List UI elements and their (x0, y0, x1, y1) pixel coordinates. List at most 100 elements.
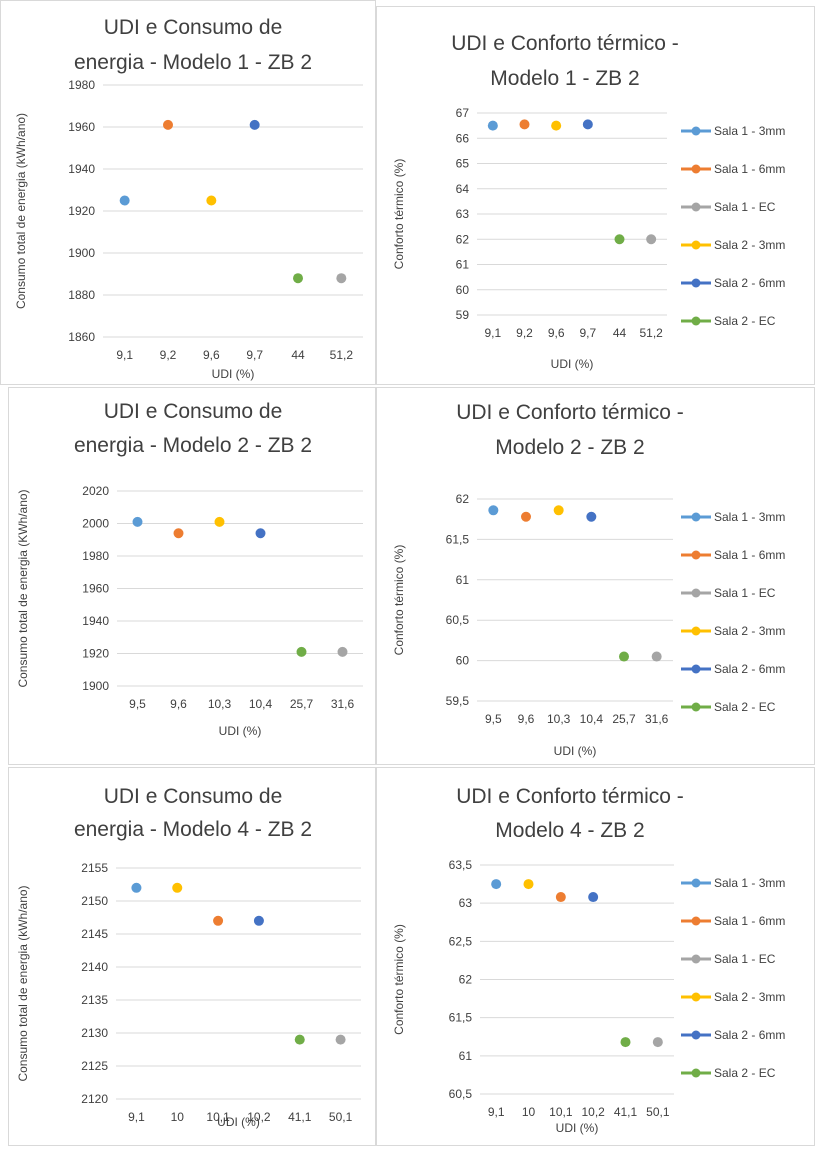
chart-title-line: UDI e Conforto térmico - (451, 32, 679, 55)
x-tick-label: 41,1 (288, 1110, 312, 1124)
y-tick-label: 62 (459, 973, 473, 987)
y-tick-label: 1980 (68, 78, 95, 92)
y-tick-label: 60,5 (449, 1087, 473, 1101)
legend-marker-sala-1-3mm (692, 127, 701, 136)
data-point-sala-1-ec (646, 234, 656, 244)
y-tick-label: 2145 (81, 927, 108, 941)
x-axis-label: UDI (%) (219, 724, 262, 738)
legend-label-sala-2-ec: Sala 2 - EC (714, 1066, 776, 1080)
data-point-sala-1-6mm (163, 120, 173, 130)
x-tick-label: 9,2 (516, 326, 533, 340)
legend-marker-sala-1-ec (692, 589, 701, 598)
x-tick-label: 9,6 (518, 712, 535, 726)
chart-panel-modelo4-consumo: UDI e Consumo de energia - Modelo 4 - ZB … (8, 767, 376, 1146)
y-tick-label: 62 (456, 232, 470, 246)
x-tick-label: 51,2 (330, 348, 354, 362)
data-point-sala-2-6mm (586, 512, 596, 522)
data-point-sala-2-6mm (256, 528, 266, 538)
x-tick-label: 10,3 (208, 697, 232, 711)
chart-title-line: energia - Modelo 1 - ZB 2 (74, 51, 312, 74)
legend-marker-sala-2-3mm (692, 993, 701, 1002)
legend-marker-sala-1-3mm (692, 513, 701, 522)
chart-panel-modelo1-consumo: UDI e Consumo de energia - Modelo 1 - ZB … (0, 0, 376, 385)
chart-title-line: Modelo 1 - ZB 2 (490, 67, 639, 90)
y-tick-label: 1900 (82, 679, 109, 693)
legend-label-sala-2-3mm: Sala 2 - 3mm (714, 238, 785, 252)
y-tick-label: 1920 (82, 647, 109, 661)
data-point-sala-1-6mm (213, 916, 223, 926)
x-tick-label: 9,6 (203, 348, 220, 362)
y-tick-label: 1900 (68, 246, 95, 260)
y-tick-label: 63,5 (449, 858, 473, 872)
data-point-sala-2-6mm (583, 119, 593, 129)
y-tick-label: 61,5 (449, 1011, 473, 1025)
data-point-sala-1-ec (653, 1037, 663, 1047)
legend: Sala 1 - 3mm Sala 1 - 6mm Sala 1 - EC Sala … (681, 876, 785, 1080)
y-tick-label: 2120 (81, 1092, 108, 1106)
data-point-sala-2-3mm (215, 517, 225, 527)
legend-label-sala-2-3mm: Sala 2 - 3mm (714, 990, 785, 1004)
x-tick-label: 9,5 (485, 712, 502, 726)
y-tick-label: 2125 (81, 1059, 108, 1073)
x-tick-label: 31,6 (331, 697, 355, 711)
x-tick-label: 10,2 (581, 1105, 605, 1119)
y-tick-label: 60,5 (446, 613, 470, 627)
y-tick-label: 1940 (68, 162, 95, 176)
x-tick-label: 10,1 (549, 1105, 573, 1119)
legend-label-sala-2-6mm: Sala 2 - 6mm (714, 1028, 785, 1042)
chart-title-line: Modelo 2 - ZB 2 (495, 436, 644, 459)
legend-label-sala-1-ec: Sala 1 - EC (714, 200, 776, 214)
legend-marker-sala-2-6mm (692, 665, 701, 674)
chart-modelo1-consumo: UDI e Consumo de energia - Modelo 1 - ZB … (1, 1, 377, 386)
y-tick-label: 2000 (82, 517, 109, 531)
x-tick-label: 10,4 (249, 697, 273, 711)
legend-marker-sala-2-ec (692, 317, 701, 326)
y-tick-label: 65 (456, 157, 470, 171)
x-tick-label: 10 (171, 1110, 185, 1124)
legend-marker-sala-2-3mm (692, 241, 701, 250)
data-point-sala-1-ec (652, 652, 662, 662)
x-tick-label: 9,1 (484, 326, 501, 340)
x-tick-label: 44 (613, 326, 627, 340)
legend-label-sala-2-3mm: Sala 2 - 3mm (714, 624, 785, 638)
data-point-sala-1-6mm (521, 512, 531, 522)
y-tick-label: 2020 (82, 484, 109, 498)
x-tick-label: 10,3 (547, 712, 571, 726)
chart-title-line: UDI e Consumo de (104, 785, 283, 808)
y-tick-label: 60 (456, 283, 470, 297)
x-tick-label: 9,7 (579, 326, 596, 340)
y-tick-label: 62 (456, 492, 470, 506)
y-tick-label: 61 (456, 573, 470, 587)
chart-panel-modelo1-conforto: UDI e Conforto térmico - Modelo 1 - ZB 2 5… (376, 6, 815, 385)
x-tick-label: 9,1 (116, 348, 133, 362)
x-tick-label: 50,1 (329, 1110, 353, 1124)
legend: Sala 1 - 3mm Sala 1 - 6mm Sala 1 - EC Sala … (681, 124, 785, 328)
x-axis-label: UDI (%) (551, 357, 594, 371)
data-point-sala-2-6mm (254, 916, 264, 926)
y-axis-label: Conforto térmico (%) (392, 545, 406, 656)
data-point-sala-1-3mm (133, 517, 143, 527)
x-tick-label: 9,1 (488, 1105, 505, 1119)
data-point-sala-2-3mm (554, 505, 564, 515)
data-point-sala-2-ec (615, 234, 625, 244)
data-point-sala-1-ec (336, 273, 346, 283)
y-tick-label: 1860 (68, 330, 95, 344)
data-point-sala-2-3mm (524, 879, 534, 889)
legend-marker-sala-1-ec (692, 955, 701, 964)
data-point-sala-1-ec (336, 1035, 346, 1045)
data-point-sala-1-6mm (556, 892, 566, 902)
data-point-sala-2-3mm (172, 883, 182, 893)
data-point-sala-1-6mm (520, 119, 530, 129)
x-tick-label: 9,5 (129, 697, 146, 711)
y-tick-label: 1960 (68, 120, 95, 134)
y-tick-label: 63 (456, 207, 470, 221)
y-axis-label: Consumo total de energia (kWh/ano) (16, 885, 30, 1081)
y-tick-label: 2135 (81, 993, 108, 1007)
x-tick-label: 25,7 (612, 712, 636, 726)
legend-label-sala-2-ec: Sala 2 - EC (714, 700, 776, 714)
y-tick-label: 1940 (82, 614, 109, 628)
x-tick-label: 41,1 (614, 1105, 638, 1119)
y-axis-label: Consumo total de energia (kWh/ano) (14, 113, 28, 309)
data-point-sala-1-ec (338, 647, 348, 657)
chart-title-line: energia - Modelo 4 - ZB 2 (74, 818, 312, 841)
